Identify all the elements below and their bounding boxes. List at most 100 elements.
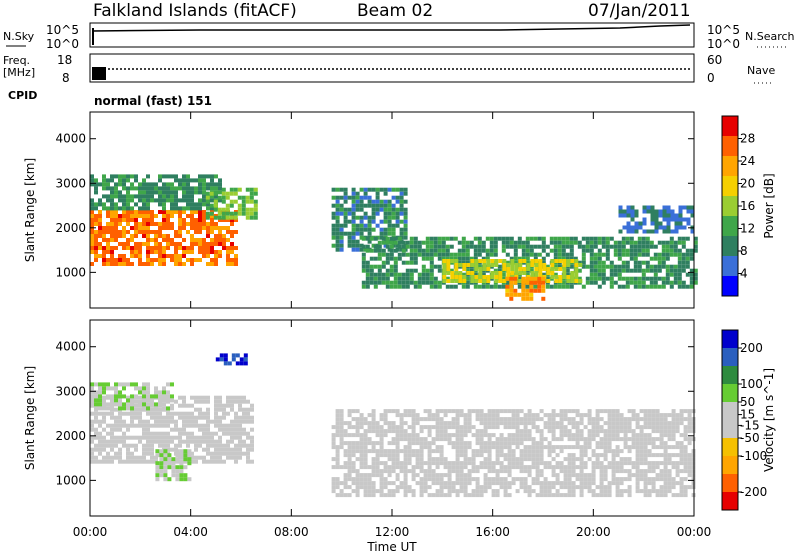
heatmap-cell	[375, 449, 380, 454]
heatmap-cell	[90, 423, 94, 428]
colorbar-tick-label: 12	[740, 222, 755, 236]
heatmap-cell	[409, 256, 414, 261]
heatmap-cell	[198, 407, 202, 412]
heatmap-cell	[682, 217, 687, 222]
heatmap-cell	[449, 252, 454, 257]
heatmap-cell	[246, 435, 250, 440]
heatmap-cell	[439, 489, 444, 494]
heatmap-cell	[391, 215, 396, 220]
heatmap-cell	[221, 195, 226, 200]
heatmap-cell	[478, 259, 483, 263]
heatmap-cell	[575, 441, 580, 446]
heatmap-cell	[455, 425, 460, 430]
heatmap-cell	[459, 409, 464, 414]
heatmap-cell	[669, 244, 674, 249]
heatmap-cell	[627, 425, 632, 430]
heatmap-cell	[339, 235, 344, 240]
heatmap-cell	[593, 268, 598, 273]
heatmap-cell	[205, 199, 210, 204]
heatmap-cell	[90, 218, 94, 222]
heatmap-cell	[214, 258, 218, 262]
heatmap-cell	[158, 411, 162, 416]
heatmap-cell	[331, 187, 336, 192]
heatmap-cell	[339, 195, 344, 200]
heatmap-cell	[158, 242, 162, 246]
heatmap-cell	[210, 242, 214, 246]
heatmap-cell	[523, 477, 528, 482]
heatmap-cell	[415, 413, 420, 418]
heatmap-cell	[130, 246, 134, 250]
heatmap-cell	[477, 284, 482, 289]
heatmap-cell	[187, 461, 192, 466]
heatmap-cell	[381, 252, 386, 257]
heatmap-cell	[202, 218, 206, 222]
heatmap-cell	[106, 242, 110, 246]
heatmap-cell	[595, 453, 600, 458]
heatmap-cell	[639, 477, 644, 482]
heatmap-cell	[407, 445, 412, 450]
heatmap-cell	[667, 425, 672, 430]
heatmap-cell	[134, 423, 138, 428]
heatmap-cell	[603, 489, 608, 494]
heatmap-cell	[447, 477, 452, 482]
heatmap-cell	[479, 433, 484, 438]
heatmap-cell	[163, 473, 168, 478]
heatmap-cell	[401, 244, 406, 249]
heatmap-cell	[347, 485, 352, 490]
heatmap-cell	[575, 425, 580, 430]
heatmap-cell	[182, 395, 186, 400]
heatmap-cell	[673, 280, 678, 285]
heatmap-cell	[531, 413, 536, 418]
heatmap-cell	[593, 264, 598, 269]
heatmap-cell	[146, 447, 150, 452]
heatmap-cell	[429, 252, 434, 257]
heatmap-cell	[343, 453, 348, 458]
heatmap-cell	[118, 427, 122, 432]
heatmap-cell	[505, 244, 510, 249]
y-tick-label: 1000	[55, 265, 86, 279]
heatmap-cell	[543, 489, 548, 494]
heatmap-cell	[466, 263, 471, 267]
heatmap-cell	[671, 413, 676, 418]
heatmap-cell	[397, 244, 402, 249]
heatmap-cell	[130, 226, 134, 230]
heatmap-cell	[367, 477, 372, 482]
heatmap-cell	[505, 288, 510, 293]
heatmap-cell	[365, 236, 370, 241]
heatmap-cell	[122, 443, 126, 448]
heatmap-cell	[554, 275, 559, 279]
heatmap-cell	[643, 493, 648, 498]
heatmap-cell	[134, 455, 138, 460]
heatmap-cell	[411, 441, 416, 446]
heatmap-cell	[363, 493, 368, 498]
heatmap-cell	[210, 250, 214, 254]
heatmap-cell	[521, 288, 526, 293]
heatmap-cell	[393, 260, 398, 265]
heatmap-cell	[599, 437, 604, 442]
heatmap-cell	[166, 194, 170, 199]
heatmap-cell	[166, 406, 170, 411]
heatmap-cell	[554, 279, 559, 283]
heatmap-cell	[423, 441, 428, 446]
heatmap-cell	[102, 419, 106, 424]
heatmap-cell	[553, 284, 558, 289]
heatmap-cell	[114, 222, 118, 226]
heatmap-cell	[126, 443, 130, 448]
heatmap-cell	[423, 425, 428, 430]
heatmap-cell	[509, 292, 514, 297]
heatmap-cell	[241, 195, 246, 200]
heatmap-cell	[619, 417, 624, 422]
heatmap-cell	[475, 441, 480, 446]
heatmap-cell	[182, 423, 186, 428]
heatmap-cell	[90, 455, 94, 460]
heatmap-cell	[425, 244, 430, 249]
heatmap-cell	[630, 205, 635, 210]
heatmap-cell	[507, 425, 512, 430]
heatmap-cell	[599, 445, 604, 450]
heatmap-cell	[657, 268, 662, 273]
heatmap-cell	[339, 227, 344, 232]
heatmap-cell	[347, 473, 352, 478]
heatmap-cell	[90, 182, 94, 187]
heatmap-cell	[110, 198, 114, 203]
